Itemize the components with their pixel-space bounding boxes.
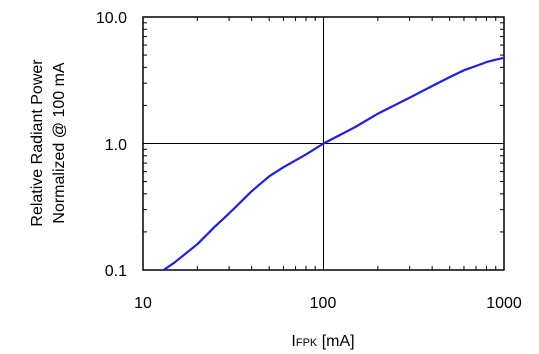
- x-tick-label-100: 100: [310, 295, 337, 312]
- series-line-0: [162, 56, 506, 272]
- x-axis-title-subscript: FPK: [296, 337, 318, 349]
- y-tick-label-0-1: 0.1: [105, 263, 127, 280]
- y-tick-label-1: 1.0: [105, 137, 127, 154]
- x-axis-title-unit: [mA]: [317, 333, 354, 350]
- y-tick-label-10: 10.0: [96, 10, 127, 27]
- x-tick-label-1000: 1000: [486, 295, 522, 312]
- x-axis-title: IFPK [mA]: [291, 333, 354, 350]
- y-axis-title-line-1: Relative Radiant Power: [29, 59, 46, 227]
- series-group: [162, 56, 506, 272]
- plot-frame: [142, 16, 505, 271]
- y-axis-title-line-2: Normalized @ 100 mA: [51, 62, 68, 224]
- x-axis-title-main: I: [291, 333, 295, 350]
- x-tick-label-10: 10: [134, 295, 152, 312]
